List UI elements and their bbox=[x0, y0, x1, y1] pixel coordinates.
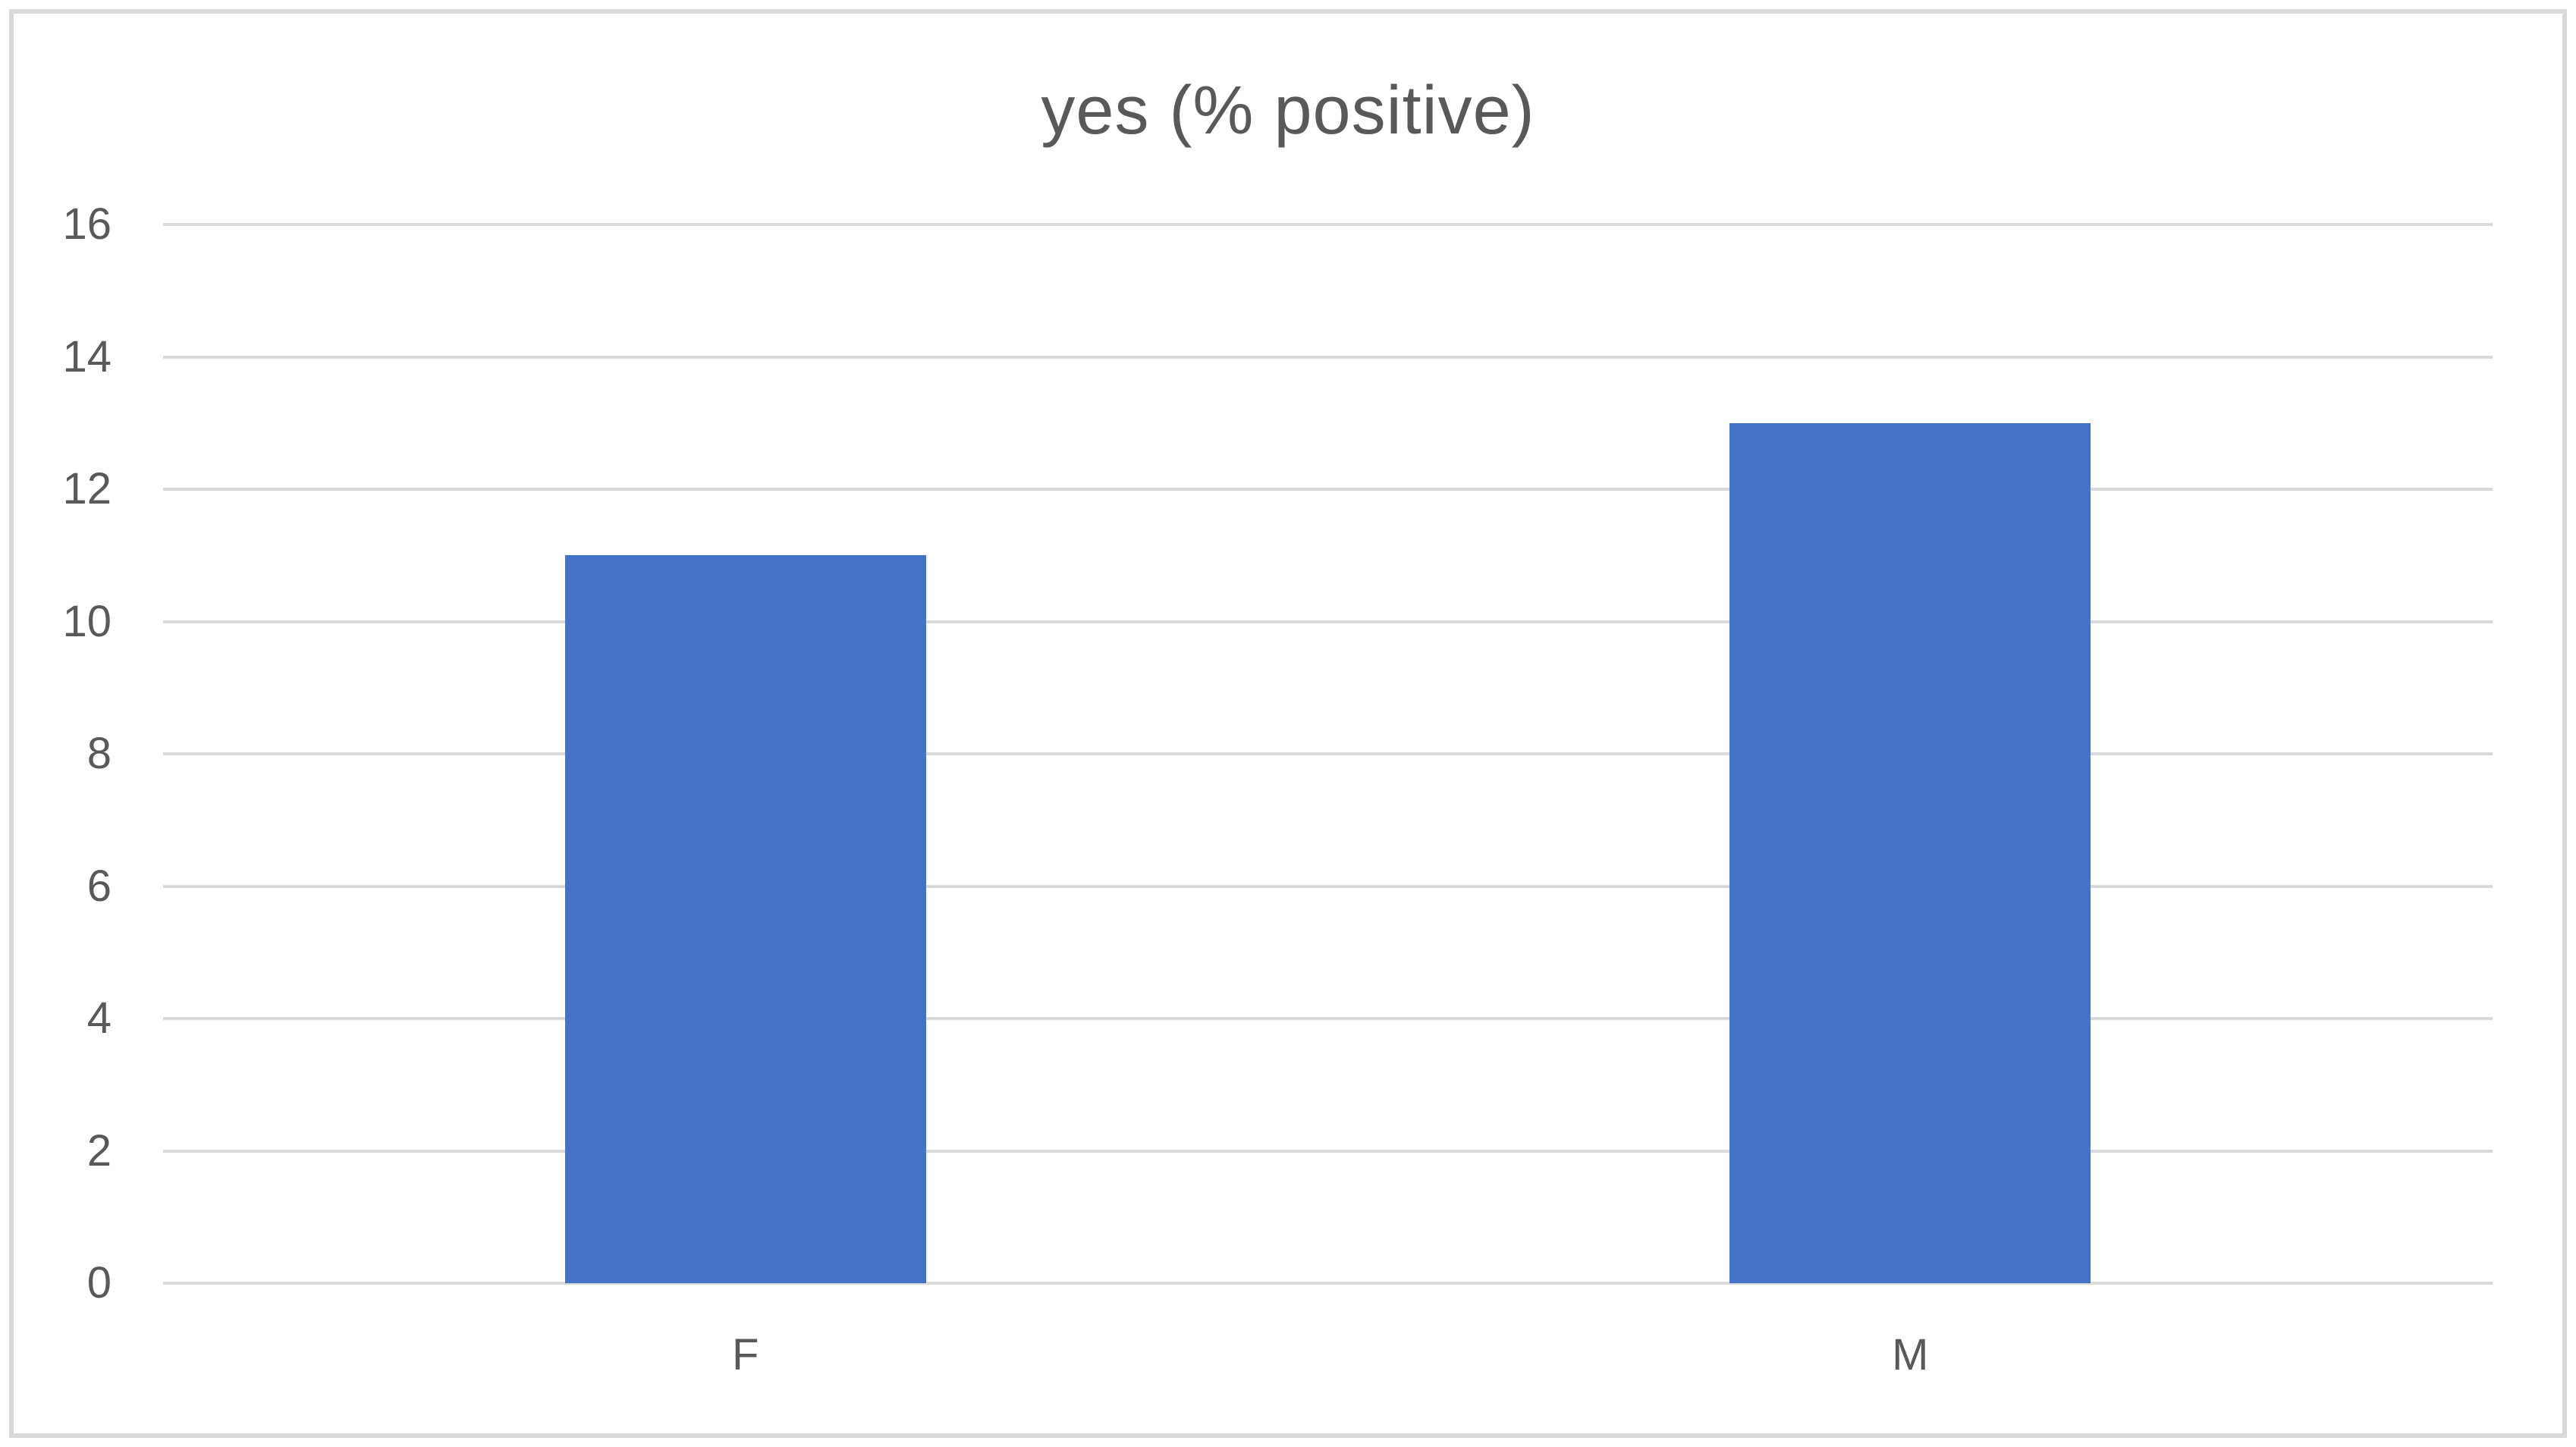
bar-F bbox=[564, 555, 926, 1283]
gridline-6 bbox=[163, 884, 2493, 888]
y-tick-label-0: 0 bbox=[86, 1258, 112, 1307]
y-tick-label-10: 10 bbox=[62, 596, 112, 646]
y-tick-label-16: 16 bbox=[62, 199, 112, 249]
gridline-4 bbox=[163, 1017, 2493, 1020]
category-slot-M bbox=[1328, 224, 2493, 1283]
x-axis-label-F: F bbox=[732, 1330, 759, 1380]
y-tick-label-12: 12 bbox=[62, 464, 112, 513]
x-axis-label-M: M bbox=[1892, 1330, 1929, 1380]
y-tick-label-2: 2 bbox=[86, 1125, 112, 1175]
y-tick-label-6: 6 bbox=[86, 861, 112, 911]
gridline-0 bbox=[163, 1282, 2493, 1285]
y-tick-label-14: 14 bbox=[62, 331, 112, 381]
chart-title: yes (% positive) bbox=[1041, 73, 1535, 149]
gridline-16 bbox=[163, 223, 2493, 226]
gridline-8 bbox=[163, 752, 2493, 755]
category-slot-F bbox=[163, 224, 1328, 1283]
gridline-14 bbox=[163, 355, 2493, 359]
gridline-10 bbox=[163, 620, 2493, 623]
plot-area: 0 2 4 6 8 10 12 14 16 bbox=[62, 202, 2493, 1305]
gridline-12 bbox=[163, 488, 2493, 491]
bar-M bbox=[1729, 422, 2091, 1283]
y-tick-label-8: 8 bbox=[86, 729, 112, 778]
y-tick-label-4: 4 bbox=[86, 993, 112, 1043]
gridline-2 bbox=[163, 1149, 2493, 1153]
